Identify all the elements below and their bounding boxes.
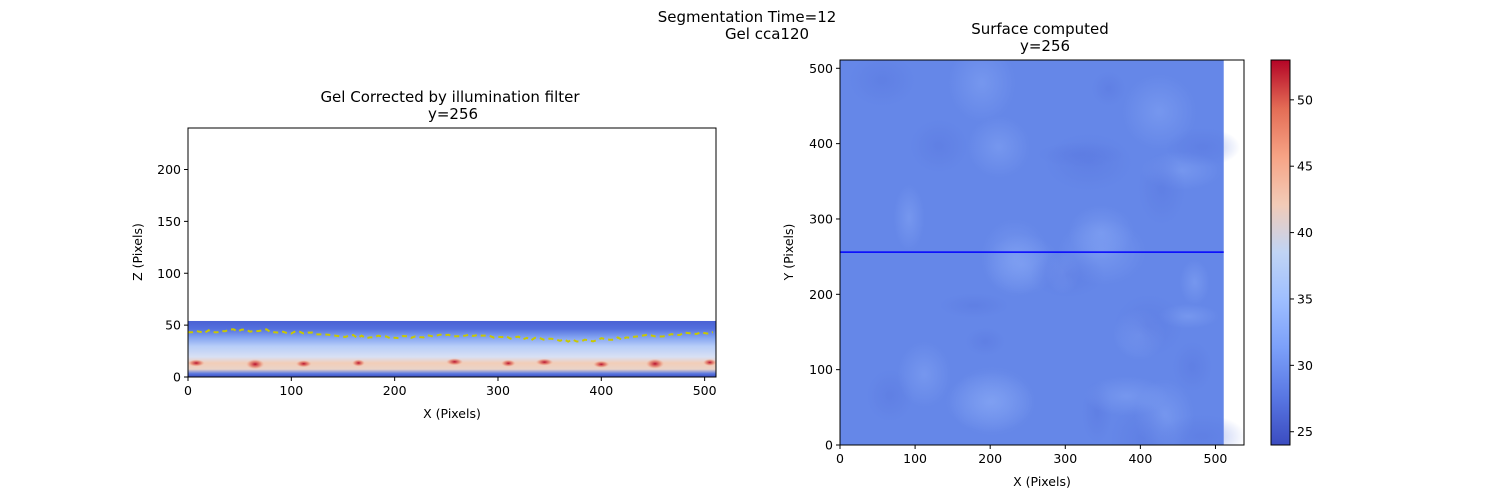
surface-dashed-line bbox=[188, 328, 714, 343]
surface-patch bbox=[909, 119, 969, 173]
y-tick-label: 200 bbox=[809, 287, 833, 302]
y-tick-label: 400 bbox=[809, 136, 833, 151]
surface-patch bbox=[1110, 402, 1176, 445]
surface-patch bbox=[849, 60, 916, 107]
surface-patch bbox=[1114, 294, 1184, 357]
y-tick-label: 500 bbox=[809, 61, 833, 76]
surface-patch bbox=[965, 327, 1006, 356]
surface-patch bbox=[939, 293, 1010, 318]
right-plot-frame bbox=[839, 59, 1245, 446]
gel-hot-spot bbox=[446, 358, 463, 366]
surface-patch bbox=[1122, 74, 1197, 150]
y-tick-label: 50 bbox=[165, 318, 181, 333]
gel-hot-spot bbox=[646, 358, 665, 369]
gel-hot-spot bbox=[246, 359, 265, 370]
y-tick-label: 0 bbox=[825, 438, 833, 453]
colorbar-tick-label: 40 bbox=[1297, 225, 1313, 240]
left-plot-frame bbox=[187, 127, 717, 378]
colorbar-ticks: 25 30 35 40 45 50 bbox=[1290, 92, 1313, 439]
x-tick-label: 300 bbox=[1053, 451, 1077, 466]
surface-patch bbox=[967, 116, 1031, 178]
gel-hot-spot bbox=[295, 360, 312, 368]
surface-patch bbox=[1179, 259, 1210, 306]
colorbar-tick-label: 30 bbox=[1297, 358, 1313, 373]
x-tick-label: 200 bbox=[978, 451, 1002, 466]
surface-patch bbox=[1138, 152, 1186, 226]
left-plot-title-line2: y=256 bbox=[428, 105, 478, 123]
y-tick-label: 200 bbox=[157, 162, 181, 177]
gel-cross-section-plot: Gel Corrected by illumination filter y=2… bbox=[130, 88, 717, 421]
figure-title-line1: Segmentation Time=12 bbox=[658, 8, 837, 26]
x-tick-label: 0 bbox=[184, 383, 192, 398]
x-tick-label: 100 bbox=[279, 383, 303, 398]
surface-map-plot: Surface computed y=256 0 100 200 300 400 5000… bbox=[781, 20, 1245, 489]
surface-texture bbox=[849, 60, 1244, 445]
x-tick-label: 400 bbox=[1128, 451, 1152, 466]
x-tick-label: 0 bbox=[836, 451, 844, 466]
right-plot-title-line1: Surface computed bbox=[971, 20, 1109, 38]
gel-intensity-band bbox=[188, 320, 716, 377]
right-plot-ticks: 0 100 200 300 400 500 0 100 200 300 400 500 bbox=[809, 61, 1227, 466]
colorbar: 25 30 35 40 45 50 bbox=[1270, 59, 1313, 446]
surface-patch bbox=[948, 60, 1016, 123]
gel-hot-spot bbox=[703, 358, 716, 366]
right-plot-title-line2: y=256 bbox=[1020, 37, 1070, 55]
surface-heatmap bbox=[840, 60, 1244, 445]
surface-patch bbox=[1158, 414, 1244, 445]
gel-hot-spot bbox=[188, 359, 205, 367]
gel-heatmap bbox=[188, 320, 716, 377]
surface-patch bbox=[893, 184, 925, 251]
gel-hot-spot bbox=[593, 360, 610, 368]
gel-hot-spots bbox=[188, 358, 716, 370]
figure-title-line2: Gel cca120 bbox=[725, 25, 809, 43]
surface-patch bbox=[1068, 205, 1135, 260]
x-tick-label: 100 bbox=[903, 451, 927, 466]
y-tick-label: 100 bbox=[157, 266, 181, 281]
surface-patch bbox=[897, 341, 951, 408]
y-tick-label: 150 bbox=[157, 214, 181, 229]
colorbar-gradient bbox=[1270, 59, 1291, 446]
left-plot-ylabel: Z (Pixels) bbox=[130, 223, 145, 281]
x-tick-label: 500 bbox=[693, 383, 717, 398]
surface-patch bbox=[1172, 341, 1213, 393]
left-plot-xlabel: X (Pixels) bbox=[423, 406, 481, 421]
surface-patch bbox=[945, 372, 1035, 432]
left-plot-title-line1: Gel Corrected by illumination filter bbox=[320, 88, 580, 106]
y-tick-label: 0 bbox=[173, 370, 181, 385]
surface-patch bbox=[1091, 71, 1126, 106]
colorbar-tick-label: 50 bbox=[1297, 92, 1313, 107]
colorbar-tick-label: 25 bbox=[1297, 424, 1313, 439]
gel-hot-spot bbox=[535, 358, 554, 366]
y-tick-label: 100 bbox=[809, 362, 833, 377]
x-tick-label: 200 bbox=[383, 383, 407, 398]
surface-patch bbox=[1044, 133, 1133, 192]
right-plot-xlabel: X (Pixels) bbox=[1013, 474, 1071, 489]
gel-hot-spot bbox=[501, 359, 516, 367]
right-plot-ylabel: Y (Pixels) bbox=[781, 224, 796, 282]
x-tick-label: 500 bbox=[1204, 451, 1228, 466]
x-tick-label: 400 bbox=[589, 383, 613, 398]
colorbar-tick-label: 45 bbox=[1297, 159, 1313, 174]
y-tick-label: 300 bbox=[809, 211, 833, 226]
left-plot-ticks: 0 100 200 300 400 500 0 50 100 150 200 bbox=[157, 162, 716, 398]
colorbar-tick-label: 35 bbox=[1297, 291, 1313, 306]
gel-hot-spot bbox=[352, 359, 365, 367]
surface-patch bbox=[1029, 251, 1106, 298]
x-tick-label: 300 bbox=[486, 383, 510, 398]
